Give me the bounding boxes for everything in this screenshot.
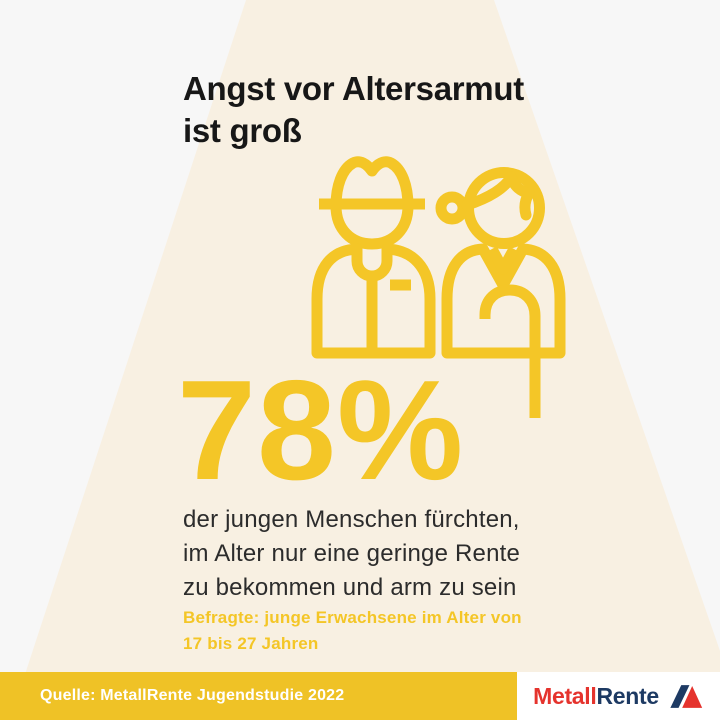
elderly-woman-figure [435,167,566,418]
woman-cane [479,284,541,418]
logo-mark-navy-slash [670,685,690,708]
logo-wordmark: MetallRente [533,683,659,710]
source-text: Quelle: MetallRente Jugendstudie 2022 [40,687,345,704]
description-line-1: der jungen Menschen fürchten, [183,506,520,533]
elderly-man-figure [311,156,436,359]
description-line-2: im Alter nur eine geringe Rente [183,540,521,567]
logo-text-rente: Rente [596,682,659,709]
title-line-1: Angst vor Altersarmut [183,70,524,107]
logo-text-metall: Metall [533,682,597,709]
title-line-2: ist groß [183,112,302,149]
man-head-hat [330,156,414,250]
woman-torso [441,243,566,359]
respondents-note: Befragte: junge Erwachsene im Alter von … [183,605,522,657]
page-title: Angst vor Altersarmut ist groß [183,68,524,152]
source-bar: Quelle: MetallRente Jugendstudie 2022 [0,672,517,720]
stat-value: 78% [177,351,465,510]
note-line-1: Befragte: junge Erwachsene im Alter von [183,608,522,627]
logo-mark-red-triangle [682,686,703,708]
metallrente-logo-mark-icon [670,685,703,708]
metallrente-logo: MetallRente [517,672,720,720]
note-line-2: 17 bis 27 Jahren [183,634,319,653]
description-line-3: zu bekommen und arm zu sein [183,574,517,601]
elderly-couple-icon [311,156,566,418]
woman-hair-fringe [461,171,535,221]
stat-description: der jungen Menschen fürchten, im Alter n… [183,503,520,605]
man-torso [311,243,436,359]
woman-collar-inner [487,246,519,275]
woman-hair-bun [435,191,469,225]
